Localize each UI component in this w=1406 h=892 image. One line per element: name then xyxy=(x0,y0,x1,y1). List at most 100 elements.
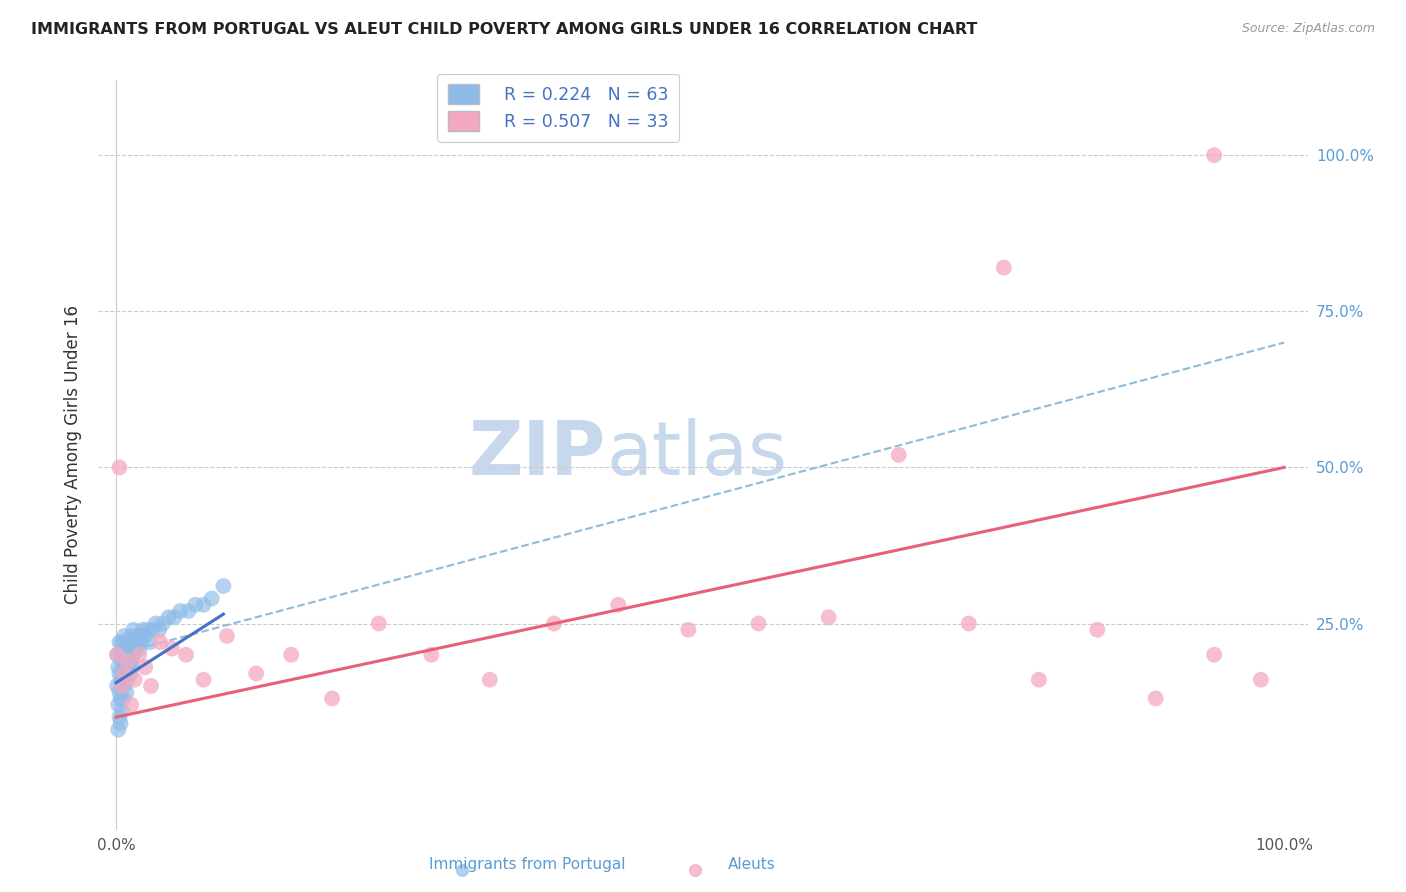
Point xyxy=(107,660,129,674)
Point xyxy=(215,629,238,643)
Point xyxy=(111,679,134,693)
Point xyxy=(114,641,136,656)
Point xyxy=(111,648,134,662)
Point xyxy=(367,616,389,631)
Point xyxy=(122,623,145,637)
Point xyxy=(108,710,131,724)
Point xyxy=(108,460,131,475)
Point xyxy=(1250,673,1272,687)
Point xyxy=(478,673,501,687)
Point xyxy=(112,654,135,668)
Point xyxy=(134,660,156,674)
Point xyxy=(152,616,174,631)
Point xyxy=(105,648,128,662)
Point xyxy=(678,623,700,637)
Point xyxy=(118,635,141,649)
Point xyxy=(108,666,131,681)
Point xyxy=(1144,691,1167,706)
Point xyxy=(111,679,134,693)
Point xyxy=(110,648,132,662)
Point xyxy=(108,685,131,699)
Point xyxy=(111,666,134,681)
Point xyxy=(174,648,197,662)
Point xyxy=(817,610,839,624)
Point xyxy=(747,616,769,631)
Point xyxy=(607,598,630,612)
Y-axis label: Child Poverty Among Girls Under 16: Child Poverty Among Girls Under 16 xyxy=(65,305,83,605)
Legend:   R = 0.224   N = 63,   R = 0.507   N = 33: R = 0.224 N = 63, R = 0.507 N = 33 xyxy=(437,74,679,142)
Point xyxy=(321,691,343,706)
Point xyxy=(1204,148,1226,162)
Point xyxy=(245,666,267,681)
Point xyxy=(108,635,131,649)
Point xyxy=(177,604,200,618)
Point xyxy=(139,679,162,693)
Point xyxy=(118,660,141,674)
Point xyxy=(125,641,148,656)
Point xyxy=(117,673,139,687)
Point xyxy=(110,716,132,731)
Point xyxy=(114,666,136,681)
Point xyxy=(193,673,215,687)
Text: Aleuts: Aleuts xyxy=(728,857,776,872)
Point xyxy=(1028,673,1050,687)
Point xyxy=(543,616,565,631)
Point xyxy=(184,598,207,612)
Point xyxy=(131,635,153,649)
Point xyxy=(105,679,128,693)
Point xyxy=(118,666,141,681)
Point xyxy=(1085,623,1108,637)
Point xyxy=(120,654,142,668)
Point xyxy=(134,629,156,643)
Point xyxy=(107,723,129,737)
Point xyxy=(160,641,183,656)
Point xyxy=(887,448,910,462)
Point xyxy=(1204,648,1226,662)
Point xyxy=(145,616,167,631)
Point xyxy=(118,641,141,656)
Point xyxy=(105,648,128,662)
Point xyxy=(280,648,302,662)
Point xyxy=(112,666,135,681)
Point xyxy=(111,654,134,668)
Point xyxy=(193,598,215,612)
Point xyxy=(111,704,134,718)
Text: IMMIGRANTS FROM PORTUGAL VS ALEUT CHILD POVERTY AMONG GIRLS UNDER 16 CORRELATION: IMMIGRANTS FROM PORTUGAL VS ALEUT CHILD … xyxy=(31,22,977,37)
Point xyxy=(128,641,150,656)
Point xyxy=(169,604,191,618)
Text: atlas: atlas xyxy=(606,418,787,491)
Point xyxy=(124,673,146,687)
Point xyxy=(120,629,142,643)
Text: ZIP: ZIP xyxy=(470,418,606,491)
Point xyxy=(136,623,159,637)
Point xyxy=(115,635,138,649)
Point xyxy=(201,591,224,606)
Point xyxy=(157,610,180,624)
Point xyxy=(111,691,134,706)
Point xyxy=(128,648,150,662)
Point xyxy=(124,635,146,649)
Point xyxy=(121,660,143,674)
Point xyxy=(115,660,138,674)
Point xyxy=(685,863,707,878)
Point xyxy=(107,698,129,712)
Point xyxy=(125,629,148,643)
Text: Source: ZipAtlas.com: Source: ZipAtlas.com xyxy=(1241,22,1375,36)
Point xyxy=(132,623,155,637)
Point xyxy=(112,629,135,643)
Point xyxy=(957,616,980,631)
Point xyxy=(141,623,163,637)
Point xyxy=(115,685,138,699)
Point xyxy=(112,679,135,693)
Point xyxy=(111,635,134,649)
Point xyxy=(163,610,186,624)
Point xyxy=(110,691,132,706)
Point xyxy=(149,635,172,649)
Point xyxy=(121,635,143,649)
Point xyxy=(117,648,139,662)
Point xyxy=(420,648,443,662)
Point xyxy=(212,579,235,593)
Point xyxy=(450,863,472,878)
Point xyxy=(120,698,142,712)
Point xyxy=(993,260,1015,275)
